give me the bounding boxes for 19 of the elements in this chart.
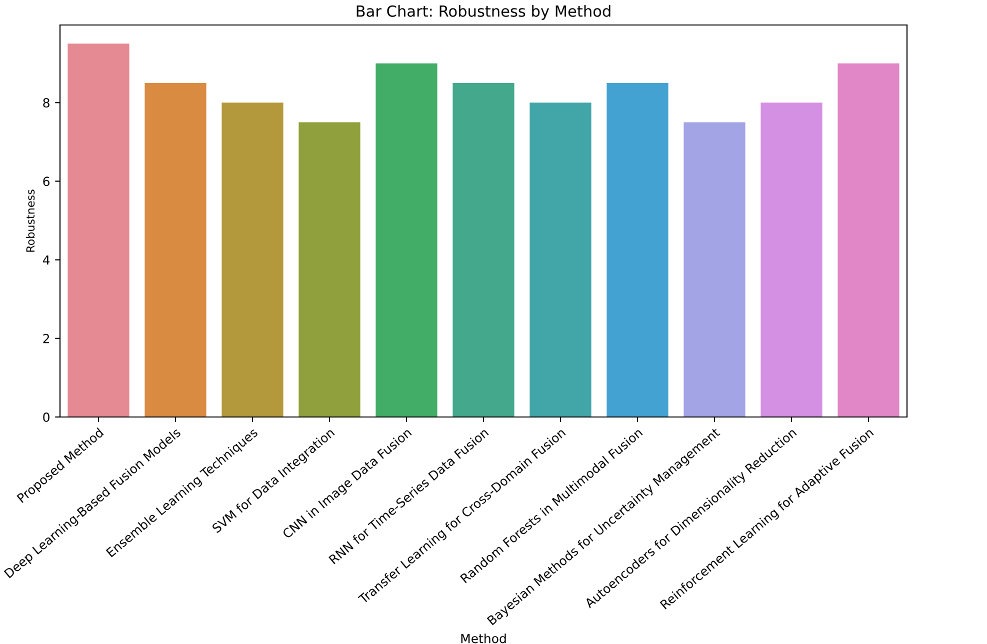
x-axis-title: Method: [461, 634, 506, 644]
y-axis-title: Robustness: [26, 190, 35, 252]
bar: [222, 102, 284, 417]
bar: [606, 82, 668, 417]
y-tick-label: 4: [42, 255, 50, 265]
y-tick-label: 0: [43, 412, 50, 422]
bar: [838, 63, 900, 417]
bar: [144, 82, 206, 417]
bar: [68, 44, 130, 417]
bar: [684, 122, 746, 417]
bar: [452, 82, 514, 417]
bar: [298, 122, 360, 417]
y-tick-label: 6: [43, 176, 50, 186]
y-tick-label: 2: [43, 334, 50, 344]
bar: [376, 63, 438, 417]
bar: [530, 102, 592, 417]
bar: [760, 102, 822, 417]
chart-title: Bar Chart: Robustness by Method: [356, 5, 610, 20]
y-tick-label: 8: [43, 98, 50, 108]
